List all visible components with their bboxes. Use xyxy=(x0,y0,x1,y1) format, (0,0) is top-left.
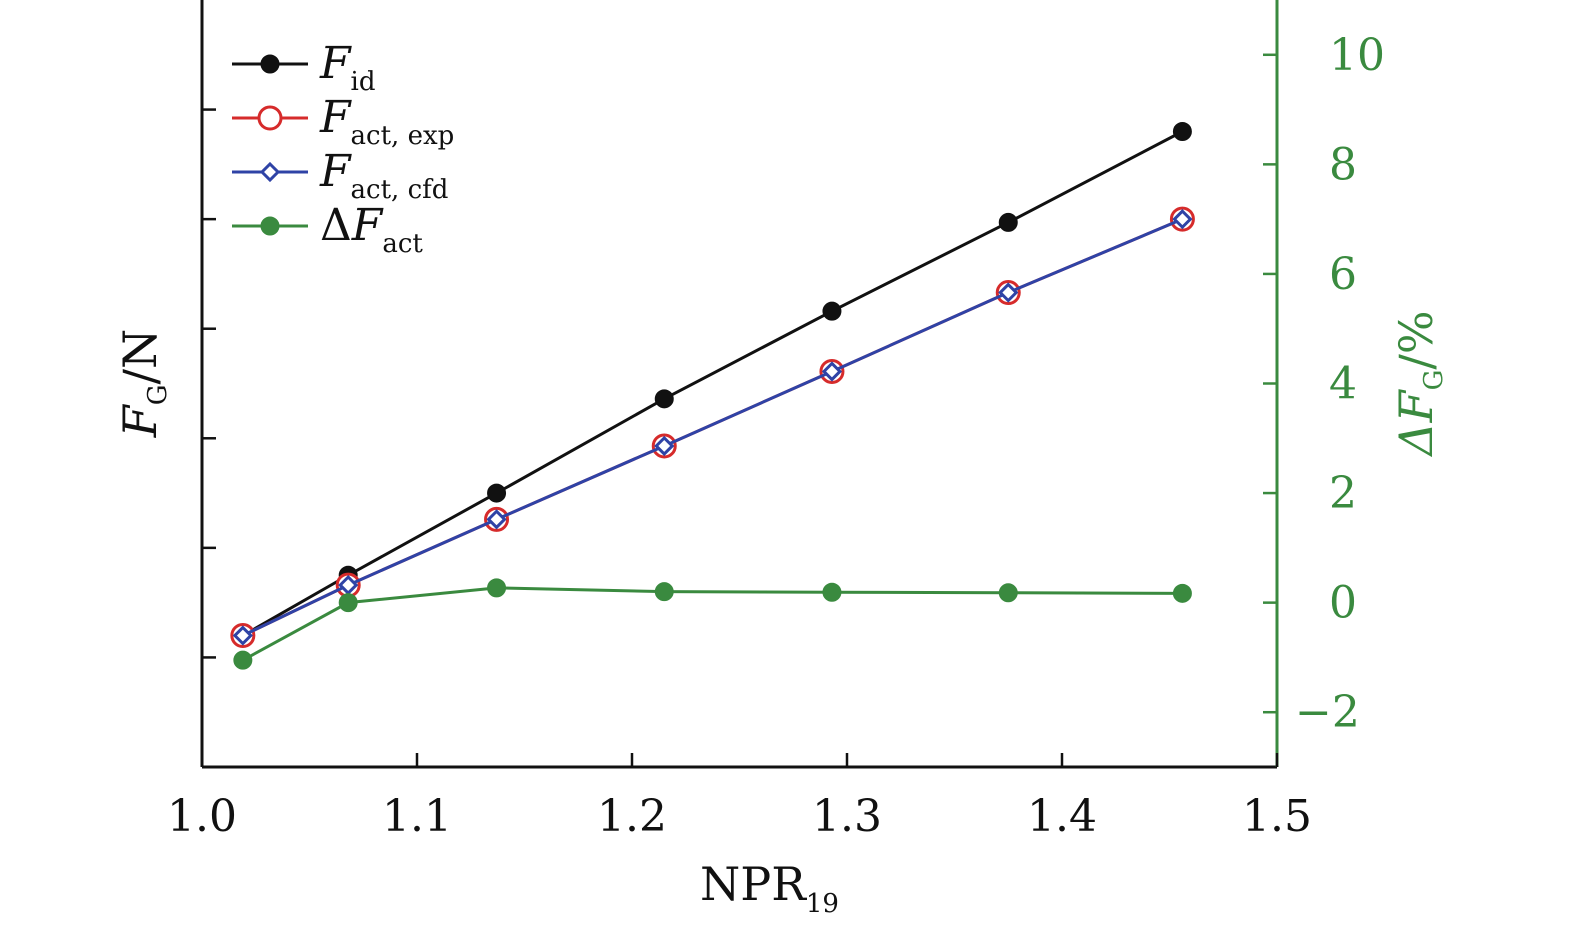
data-point-f-id xyxy=(998,212,1018,232)
data-point-f-id xyxy=(654,389,674,409)
legend-marker-f-act-cfd xyxy=(259,161,281,183)
x-tick-label: 1.3 xyxy=(812,791,882,842)
data-point--f-act xyxy=(233,650,253,670)
x-tick-label: 1.4 xyxy=(1027,791,1097,842)
right-tick-label: 0 xyxy=(1329,578,1357,629)
data-point-f-id xyxy=(822,301,842,321)
right-tick-label: 10 xyxy=(1329,30,1385,81)
series-line--f-act xyxy=(242,586,1183,662)
data-point-f-act-cfd xyxy=(486,509,507,530)
legend-label-f-act-cfd: Fact, cfd xyxy=(319,146,448,205)
right-tick-label: 4 xyxy=(1329,359,1357,410)
data-point-f-act-cfd xyxy=(1172,209,1193,230)
data-point--f-act xyxy=(998,583,1018,603)
x-tick-label: 1.1 xyxy=(382,791,452,842)
data-point--f-act xyxy=(338,593,358,613)
right-tick-label: 2 xyxy=(1329,468,1357,519)
data-point-f-act-cfd xyxy=(338,574,359,596)
legend-label-f-act-exp: Fact, exp xyxy=(319,92,454,151)
x-tick-label: 1.5 xyxy=(1242,791,1312,842)
x-tick-label: 1.0 xyxy=(167,791,237,842)
x-axis-label: NPR19 xyxy=(700,857,839,919)
data-point-f-act-cfd xyxy=(654,435,675,457)
data-point-f-act-cfd xyxy=(821,361,843,382)
legend-marker-f-id xyxy=(260,54,280,74)
data-point--f-act xyxy=(1172,583,1192,603)
legend-marker--f-act xyxy=(260,216,280,236)
x-tick-label: 1.2 xyxy=(597,791,667,842)
right-tick-label: 8 xyxy=(1329,139,1357,190)
right-tick-label: −2 xyxy=(1295,687,1360,738)
series-line-f-act-cfd xyxy=(242,217,1183,637)
data-point-f-id xyxy=(1172,121,1192,141)
data-point-f-act-cfd xyxy=(998,282,1019,303)
data-point--f-act xyxy=(654,582,674,602)
series-line-f-id xyxy=(242,130,1184,637)
data-point-f-id xyxy=(487,483,507,503)
data-point--f-act xyxy=(822,582,842,602)
data-point-f-act-cfd xyxy=(232,625,253,646)
legend-label-f-id: Fid xyxy=(319,38,376,97)
legend-marker-f-act-exp xyxy=(257,105,283,131)
y-axis-label-left: FG/N xyxy=(113,329,173,438)
series-line-f-act-exp xyxy=(242,217,1183,637)
right-tick-label: 6 xyxy=(1329,249,1357,300)
y-axis-label-right: ΔFG/% xyxy=(1389,310,1449,457)
data-point--f-act xyxy=(487,578,507,598)
legend-label--f-act: ΔFact xyxy=(320,200,423,259)
